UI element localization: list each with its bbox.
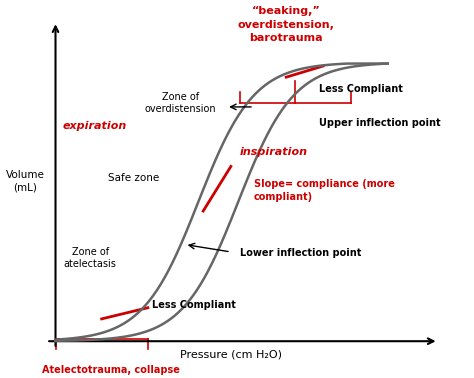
Text: Less Compliant: Less Compliant [153,300,236,310]
Text: expiration: expiration [63,121,127,131]
Text: Pressure (cm H₂O): Pressure (cm H₂O) [180,350,282,360]
Text: Lower inflection point: Lower inflection point [240,248,362,258]
Text: Atelectotrauma, collapse: Atelectotrauma, collapse [42,365,180,375]
Text: Zone of
overdistension: Zone of overdistension [144,92,216,114]
Text: Less Compliant: Less Compliant [319,84,402,94]
Text: “beaking,”
overdistension,
barotrauma: “beaking,” overdistension, barotrauma [238,6,335,43]
Text: Volume
(mL): Volume (mL) [6,170,45,192]
Text: Safe zone: Safe zone [109,173,160,183]
Text: inspiration: inspiration [240,147,308,157]
Text: Upper inflection point: Upper inflection point [319,118,440,127]
Text: Zone of
atelectasis: Zone of atelectasis [64,247,117,269]
Text: Slope= compliance (more
compliant): Slope= compliance (more compliant) [254,180,395,202]
